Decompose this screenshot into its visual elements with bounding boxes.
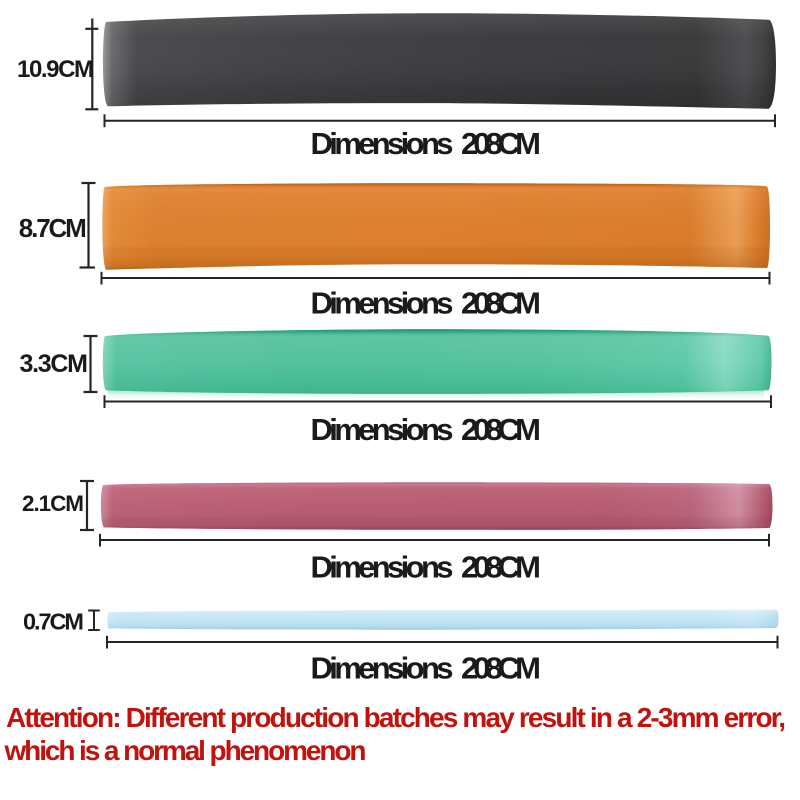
svg-text:Dimensions: Dimensions: [311, 286, 454, 321]
svg-text:2.1CM: 2.1CM: [22, 491, 84, 516]
svg-text:8.7CM: 8.7CM: [19, 213, 87, 243]
svg-text:208CM: 208CM: [461, 412, 541, 447]
svg-text:Dimensions: Dimensions: [311, 550, 454, 585]
svg-text:208CM: 208CM: [461, 651, 541, 686]
svg-text:208CM: 208CM: [461, 126, 541, 161]
svg-text:which is a normal phenomenon: which is a normal phenomenon: [4, 735, 367, 766]
svg-text:Attention: Different productio: Attention: Different production batches …: [6, 702, 786, 733]
svg-text:0.7CM: 0.7CM: [23, 608, 84, 634]
svg-text:208CM: 208CM: [461, 286, 541, 321]
svg-text:10.9CM: 10.9CM: [17, 56, 94, 83]
svg-text:208CM: 208CM: [461, 550, 541, 585]
svg-text:Dimensions: Dimensions: [311, 412, 454, 447]
svg-text:Dimensions: Dimensions: [311, 651, 454, 686]
svg-text:3.3CM: 3.3CM: [20, 350, 89, 378]
svg-text:Dimensions: Dimensions: [311, 126, 454, 161]
